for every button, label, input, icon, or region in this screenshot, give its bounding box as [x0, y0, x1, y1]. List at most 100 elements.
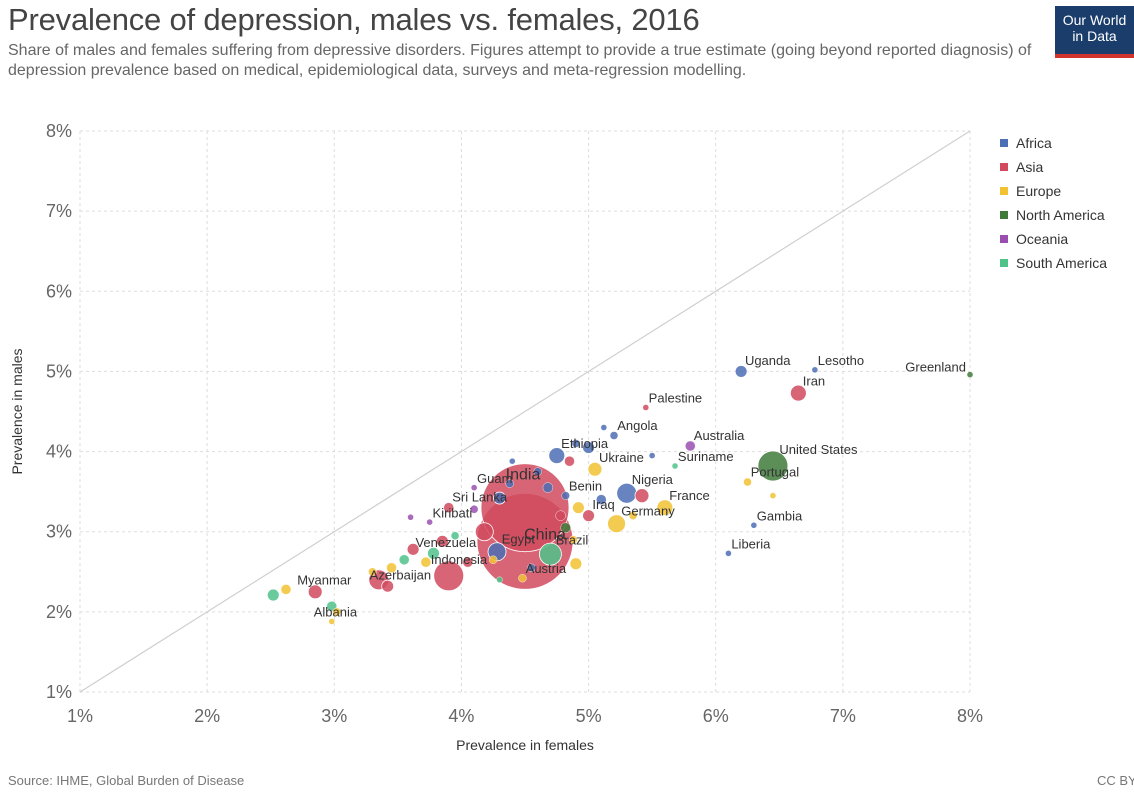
data-point [671, 462, 679, 470]
legend-label: South America [1016, 255, 1108, 271]
data-point [757, 450, 789, 482]
data-point [332, 607, 342, 617]
data-point [966, 371, 974, 378]
data-point [420, 556, 432, 568]
point-label: Uganda [745, 353, 791, 368]
point-label: Lesotho [818, 353, 864, 368]
point-label: France [669, 488, 709, 503]
point-label: China [524, 526, 566, 543]
point-label: Suriname [678, 449, 734, 464]
data-point [450, 531, 460, 540]
x-tick-label: 6% [703, 706, 729, 726]
data-point [561, 491, 570, 500]
point-label: Liberia [731, 537, 771, 552]
data-point [386, 562, 397, 573]
data-point [725, 550, 732, 557]
data-point [609, 431, 619, 440]
data-point [368, 567, 377, 576]
data-point [569, 535, 578, 544]
point-label: Austria [526, 561, 567, 576]
legend-swatch [1000, 139, 1008, 147]
data-point [571, 439, 581, 448]
owid-logo[interactable]: Our World in Data [1055, 6, 1134, 58]
x-tick-label: 1% [67, 706, 93, 726]
legend-item[interactable]: Africa [1000, 131, 1107, 155]
data-point [533, 467, 542, 476]
data-point [493, 491, 506, 505]
data-point [469, 505, 479, 514]
legend-label: Oceania [1016, 231, 1069, 247]
logo-line-1: Our World [1062, 12, 1127, 28]
data-point [542, 482, 554, 493]
point-label: Brazil [556, 533, 589, 548]
y-tick-label: 5% [46, 361, 72, 381]
legend-swatch [1000, 187, 1008, 195]
data-point [280, 584, 292, 595]
y-axis-label: Prevalence in males [9, 348, 25, 474]
legend-item[interactable]: Europe [1000, 179, 1107, 203]
data-point [769, 492, 777, 499]
y-tick-label: 6% [46, 281, 72, 301]
legend-item[interactable]: South America [1000, 251, 1107, 275]
data-point [564, 455, 575, 467]
point-label: Azerbaijan [370, 568, 431, 583]
data-point [548, 447, 566, 464]
y-tick-label: 7% [46, 201, 72, 221]
legend-item[interactable]: Oceania [1000, 227, 1107, 251]
data-point [474, 522, 494, 542]
data-point [399, 554, 410, 565]
point-label: Iran [803, 373, 825, 388]
data-point [811, 366, 819, 374]
data-point [527, 563, 536, 572]
data-point [496, 576, 503, 583]
point-label: Myanmar [297, 573, 352, 588]
data-point [600, 424, 608, 431]
data-point [750, 522, 758, 529]
legend-swatch [1000, 259, 1008, 267]
point-label: United States [779, 442, 858, 457]
point-label: Guam [477, 471, 512, 486]
x-tick-label: 2% [194, 706, 220, 726]
data-point [607, 514, 626, 534]
x-tick-label: 3% [321, 706, 347, 726]
data-point [582, 509, 595, 523]
point-label: Ukraine [599, 450, 644, 465]
point-label: Indonesia [431, 552, 488, 567]
data-point [435, 534, 449, 548]
chart-title: Prevalence of depression, males vs. fema… [8, 2, 700, 37]
data-point [443, 502, 454, 513]
data-point [509, 457, 516, 465]
data-point [572, 501, 585, 515]
point-label: Greenland [905, 360, 966, 375]
data-point [582, 441, 595, 454]
license-note: CC BY [1097, 773, 1134, 788]
data-point [407, 514, 414, 521]
legend-item[interactable]: Asia [1000, 155, 1107, 179]
legend-label: North America [1016, 207, 1105, 223]
data-point [685, 440, 696, 452]
point-label: Portugal [751, 465, 800, 480]
data-point [539, 542, 562, 566]
source-note: Source: IHME, Global Burden of Disease [8, 773, 245, 788]
data-point [505, 479, 514, 488]
x-tick-label: 8% [957, 706, 983, 726]
legend-swatch [1000, 235, 1008, 243]
legend-item[interactable]: North America [1000, 203, 1107, 227]
data-point [266, 588, 280, 602]
data-point [587, 461, 603, 477]
point-label: Iraq [592, 497, 614, 512]
point-label: Germany [621, 503, 675, 518]
data-point [489, 555, 498, 564]
data-point [433, 560, 465, 592]
legend-swatch [1000, 163, 1008, 171]
y-tick-label: 2% [46, 602, 72, 622]
data-point [642, 404, 649, 411]
logo-line-2: in Data [1072, 28, 1117, 44]
point-label: India [506, 467, 541, 484]
point-label: Kiribati [433, 505, 473, 520]
point-label: Egypt [502, 531, 536, 546]
chart-subtitle: Share of males and females suffering fro… [8, 42, 1032, 79]
y-tick-label: 4% [46, 442, 72, 462]
y-tick-label: 3% [46, 522, 72, 542]
